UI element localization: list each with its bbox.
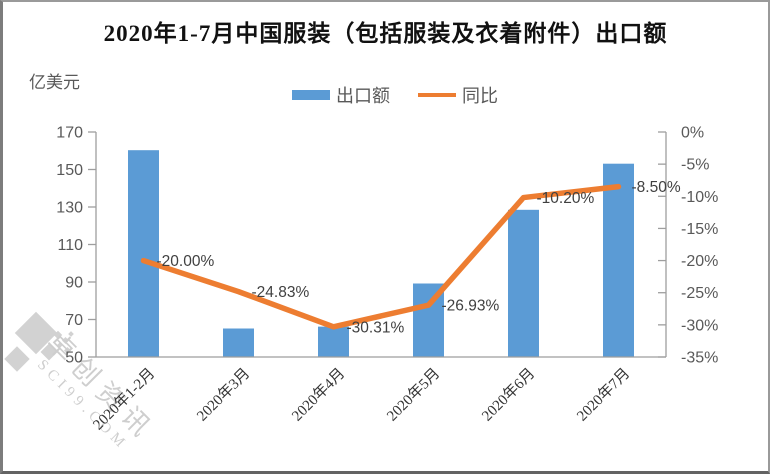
x-axis-label-2020年3月: 2020年3月	[194, 365, 254, 425]
right-axis-tick-label: 0%	[681, 125, 704, 142]
x-axis-label-2020年7月: 2020年7月	[574, 365, 634, 425]
right-axis-tick-label: -35%	[681, 350, 718, 367]
data-label-同比-2020年5月: -26.93%	[442, 298, 500, 315]
data-label-同比-2020年1-2月: -20.00%	[157, 253, 215, 270]
left-axis-unit-label: 亿美元	[29, 73, 80, 92]
x-axis-label-2020年6月: 2020年6月	[479, 365, 539, 425]
bar-出口额-2020年4月	[318, 326, 349, 357]
x-axis-label-2020年4月: 2020年4月	[289, 365, 349, 425]
right-axis-tick-label: -25%	[681, 285, 718, 302]
bar-出口额-2020年7月	[603, 163, 634, 357]
right-axis-tick-label: -20%	[681, 253, 718, 270]
chart-plot-area: 170 150 130 110 90 70 50 0% -5% -10% -15% -20% -25% -…	[56, 125, 718, 434]
legend-line-swatch-icon	[418, 93, 456, 97]
legend-bar-label: 出口额	[336, 86, 390, 106]
data-label-同比-2020年6月: -10.20%	[537, 190, 595, 207]
left-axis-tick-label: 130	[56, 200, 83, 217]
line-同比	[140, 183, 622, 330]
right-axis-tick-label: -30%	[681, 317, 718, 334]
left-axis-tick-label: 170	[56, 125, 83, 142]
left-axis-tick-label: 70	[65, 312, 83, 329]
right-axis-tick-label: -5%	[681, 157, 709, 174]
data-label-同比-2020年3月: -24.83%	[252, 284, 310, 301]
chart-title: 2020年1-7月中国服装（包括服装及衣着附件）出口额	[103, 21, 668, 46]
data-label-同比-2020年4月: -30.31%	[347, 319, 405, 336]
right-axis-tick-label: -15%	[681, 221, 718, 238]
legend: 出口额 同比	[292, 85, 498, 106]
left-axis-tick-label: 90	[65, 275, 83, 292]
left-axis-tick-label: 110	[57, 237, 83, 254]
legend-bar-swatch-icon	[292, 90, 330, 100]
legend-line-label: 同比	[462, 86, 498, 106]
bar-出口额-2020年1-2月	[128, 150, 159, 357]
right-axis-tick-label: -10%	[681, 189, 718, 206]
data-label-同比-2020年7月: -8.50%	[632, 179, 681, 196]
left-axis-tick-label: 50	[65, 350, 83, 367]
bar-出口额-2020年3月	[223, 328, 254, 357]
bar-出口额-2020年6月	[508, 209, 539, 357]
x-axis-label-2020年5月: 2020年5月	[384, 365, 444, 425]
x-axis-label-2020年1-2月: 2020年1-2月	[90, 365, 159, 434]
left-axis-tick-label: 150	[56, 162, 83, 179]
